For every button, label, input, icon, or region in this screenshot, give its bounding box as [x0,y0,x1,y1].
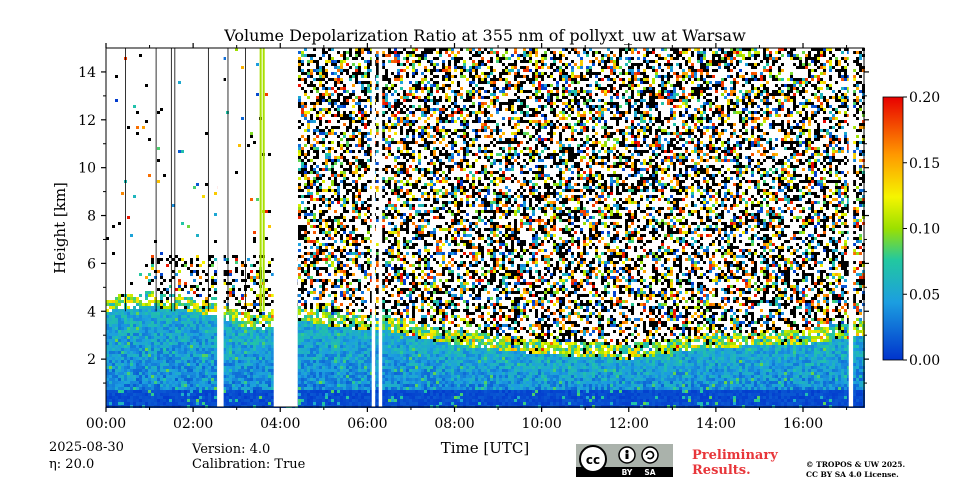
share-alike-icon [641,446,659,464]
data-gap [371,48,376,407]
x-tick-label: 02:00 [173,416,213,432]
plot-area [105,47,865,408]
colorbar-tick-label: 0.10 [909,222,940,238]
cc-icon: cc [586,453,600,467]
footer-date: 2025-08-30 [49,440,124,455]
x-tick-label: 10:00 [521,416,561,432]
y-tick-label: 4 [87,304,96,320]
y-tick-label: 2 [87,352,96,368]
x-tick-label: 16:00 [783,416,823,432]
x-tick-label: 04:00 [260,416,300,432]
y-tick-label: 14 [78,65,96,81]
preliminary-results-note: Preliminary Results. [692,448,778,478]
x-tick-label: 12:00 [609,416,649,432]
x-tick-label: 00:00 [86,416,126,432]
colorbar-ticks: 0.00 0.05 0.10 0.15 0.20 [903,90,940,369]
copyright-notice: © TROPOS & UW 2025. CC BY SA 4.0 License… [806,460,906,479]
colorbar-tick-label: 0.00 [909,353,940,369]
x-tick-label: 14:00 [696,416,736,432]
heatmap-cells [106,48,865,408]
y-axis-label: Height [km] [51,182,69,274]
chart-title: Volume Depolarization Ratio at 355 nm of… [223,26,746,45]
colorbar: 0.00 0.05 0.10 0.15 0.20 [882,90,940,369]
data-gaps [217,48,854,407]
colorbar-tick-label: 0.20 [909,90,940,106]
colorbar-tick-label: 0.05 [909,287,940,303]
y-axis: 2 4 6 8 10 12 14 [78,65,869,384]
y-tick-label: 12 [78,113,96,129]
x-tick-label: 08:00 [434,416,474,432]
x-axis-label: Time [UTC] [441,439,530,457]
y-tick-label: 8 [87,209,96,225]
footer-calibration: Calibration: True [192,457,306,472]
x-axis: 00:00 02:00 04:00 06:00 08:00 10:00 12:00 14:00… [86,43,848,432]
x-tick-label: 06:00 [347,416,387,432]
colorbar-tick-label: 0.15 [909,156,940,172]
data-gap [848,48,854,407]
data-gap [273,48,298,407]
footer-version: Version: 4.0 [192,442,271,457]
data-gap [217,48,224,407]
colorbar-gradient [882,96,904,361]
y-tick-label: 6 [87,256,96,272]
y-tick-label: 10 [78,161,96,177]
cc-by-sa-license-badge: cc BY SA [576,444,673,477]
data-gap [378,48,383,407]
footer-eta: η: 20.0 [49,457,95,472]
